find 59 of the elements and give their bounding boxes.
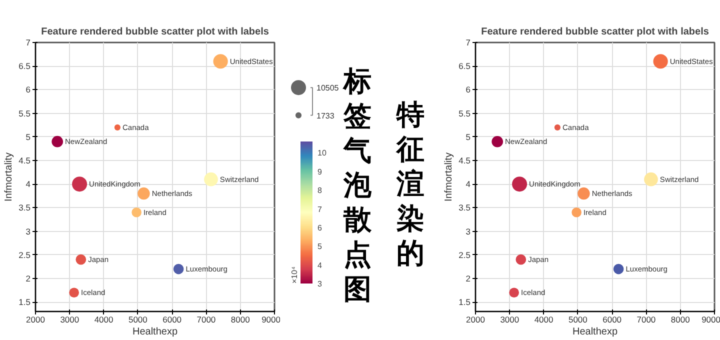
color-bar-label: 6 bbox=[318, 223, 322, 232]
x-tick-label: 9000 bbox=[702, 314, 720, 324]
y-tick-label: 4 bbox=[466, 179, 471, 190]
x-tick-label: 5000 bbox=[568, 314, 588, 324]
y-tick-label: 3 bbox=[466, 226, 471, 236]
x-tick-label: 8000 bbox=[670, 314, 690, 324]
x-tick-label: 8000 bbox=[230, 314, 250, 324]
y-tick-label: 2.5 bbox=[18, 250, 31, 260]
chart-title: Feature rendered bubble scatter plot with labels bbox=[41, 26, 270, 38]
x-tick-label: 4000 bbox=[534, 314, 554, 324]
color-bar-label: 4 bbox=[318, 260, 322, 270]
text: 标签气泡散点图 bbox=[342, 64, 372, 306]
color-bar-label: 9 bbox=[318, 167, 322, 176]
y-tick-label: 6 bbox=[466, 84, 471, 95]
x-axis-title: Healthexp bbox=[132, 326, 178, 338]
y-tick-label: 4 bbox=[26, 179, 31, 190]
y-tick-label: 3.5 bbox=[18, 202, 31, 213]
color-bar-label: 8 bbox=[318, 186, 322, 196]
y-tick-label: 6.5 bbox=[458, 61, 471, 72]
color-bar-label: 7 bbox=[318, 204, 322, 214]
y-axis-title: Infmortality bbox=[4, 152, 15, 202]
text: 特征渲染的 bbox=[396, 98, 424, 270]
y-axis-title: Infmortality bbox=[444, 152, 455, 202]
x-axis-title: Healthexp bbox=[572, 326, 618, 338]
x-tick-label: 3000 bbox=[500, 314, 520, 324]
x-tick-label: 5000 bbox=[128, 314, 148, 324]
y-tick-label: 5 bbox=[26, 132, 31, 142]
color-bar-label: 3 bbox=[318, 280, 322, 288]
y-tick-label: 2 bbox=[26, 273, 31, 284]
y-tick-label: 1.5 bbox=[458, 297, 471, 308]
x-tick-label: 9000 bbox=[262, 314, 281, 324]
y-tick-label: 5 bbox=[466, 132, 471, 142]
legend-label: 1733 bbox=[316, 111, 335, 120]
color-bar-label: 5 bbox=[318, 242, 322, 252]
y-tick-label: 1.5 bbox=[18, 297, 31, 308]
chart-title: Feature rendered bubble scatter plot with labels bbox=[481, 26, 710, 38]
y-tick-label: 5.5 bbox=[18, 108, 31, 118]
y-tick-label: 5.5 bbox=[458, 108, 471, 118]
x-tick-label: 6000 bbox=[602, 314, 622, 324]
x-tick-label: 7000 bbox=[636, 314, 656, 324]
y-tick-label: 3 bbox=[26, 226, 31, 236]
x-tick-label: 2000 bbox=[26, 314, 46, 324]
color-bar-label: 10 bbox=[318, 148, 327, 158]
y-tick-label: 6.5 bbox=[18, 61, 31, 72]
x-tick-label: 6000 bbox=[162, 314, 182, 324]
y-tick-label: 2.5 bbox=[458, 250, 471, 260]
y-tick-label: 7 bbox=[466, 38, 471, 48]
y-tick-label: 4.5 bbox=[18, 155, 31, 166]
color-bar-title: ×10⁴ bbox=[290, 266, 299, 284]
legend-label: 10505 bbox=[316, 84, 340, 93]
y-tick-label: 6 bbox=[26, 84, 31, 95]
y-tick-label: 2 bbox=[466, 273, 471, 284]
x-tick-label: 4000 bbox=[94, 314, 114, 324]
y-tick-label: 3.5 bbox=[458, 202, 471, 213]
x-tick-label: 2000 bbox=[466, 314, 486, 324]
y-tick-label: 7 bbox=[26, 38, 31, 48]
x-tick-label: 3000 bbox=[60, 314, 80, 324]
x-tick-label: 7000 bbox=[196, 314, 216, 324]
y-tick-label: 4.5 bbox=[458, 155, 471, 166]
